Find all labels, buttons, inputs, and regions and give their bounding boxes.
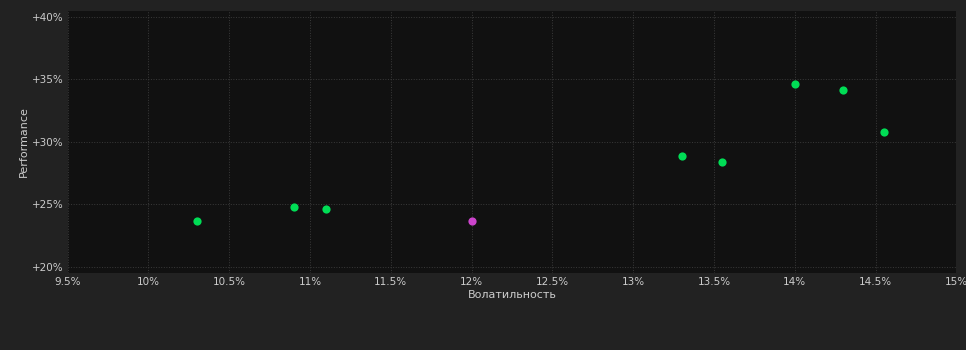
Point [319, 206, 334, 212]
X-axis label: Волатильность: Волатильность [468, 290, 556, 300]
Point [674, 153, 690, 158]
Point [836, 88, 851, 93]
Point [286, 204, 301, 210]
Y-axis label: Performance: Performance [19, 106, 29, 177]
Point [876, 129, 892, 134]
Point [464, 218, 479, 223]
Point [189, 218, 205, 223]
Point [714, 159, 729, 164]
Point [787, 82, 803, 87]
